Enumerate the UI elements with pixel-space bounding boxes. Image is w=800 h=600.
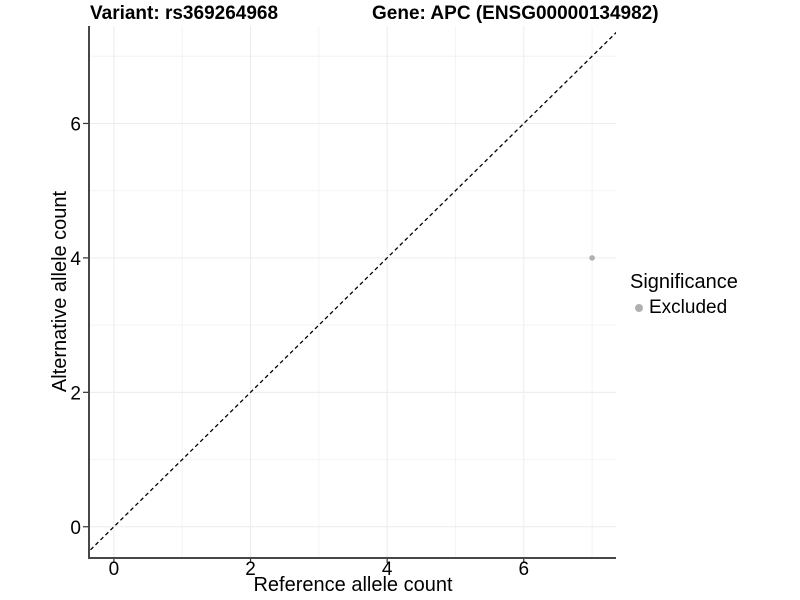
plot-title-variant: Variant: rs369264968 [90, 3, 279, 24]
legend-title: Significance [630, 271, 738, 293]
legend-item-label: Excluded [649, 297, 728, 318]
plot-title-gene: Gene: APC (ENSG00000134982) [372, 3, 659, 24]
y-axis-label: Alternative allele count [49, 190, 72, 393]
x-tick-label: 0 [109, 559, 120, 580]
x-axis-label: Reference allele count [253, 574, 453, 596]
legend: Significance Excluded [630, 271, 738, 319]
data-point [589, 255, 595, 261]
y-tick-label: 2 [70, 383, 81, 404]
x-tick-label: 2 [245, 559, 256, 580]
legend-point-icon [635, 304, 643, 312]
y-axis-label-container: Alternative allele count [46, 26, 76, 557]
legend-item-excluded: Excluded [630, 297, 738, 319]
y-tick-label: 0 [70, 518, 81, 539]
y-tick-label: 6 [70, 114, 81, 135]
x-tick-label: 4 [382, 559, 393, 580]
y-tick-label: 4 [70, 249, 81, 270]
x-tick-label: 6 [518, 559, 529, 580]
identity-reference-line [90, 31, 616, 552]
